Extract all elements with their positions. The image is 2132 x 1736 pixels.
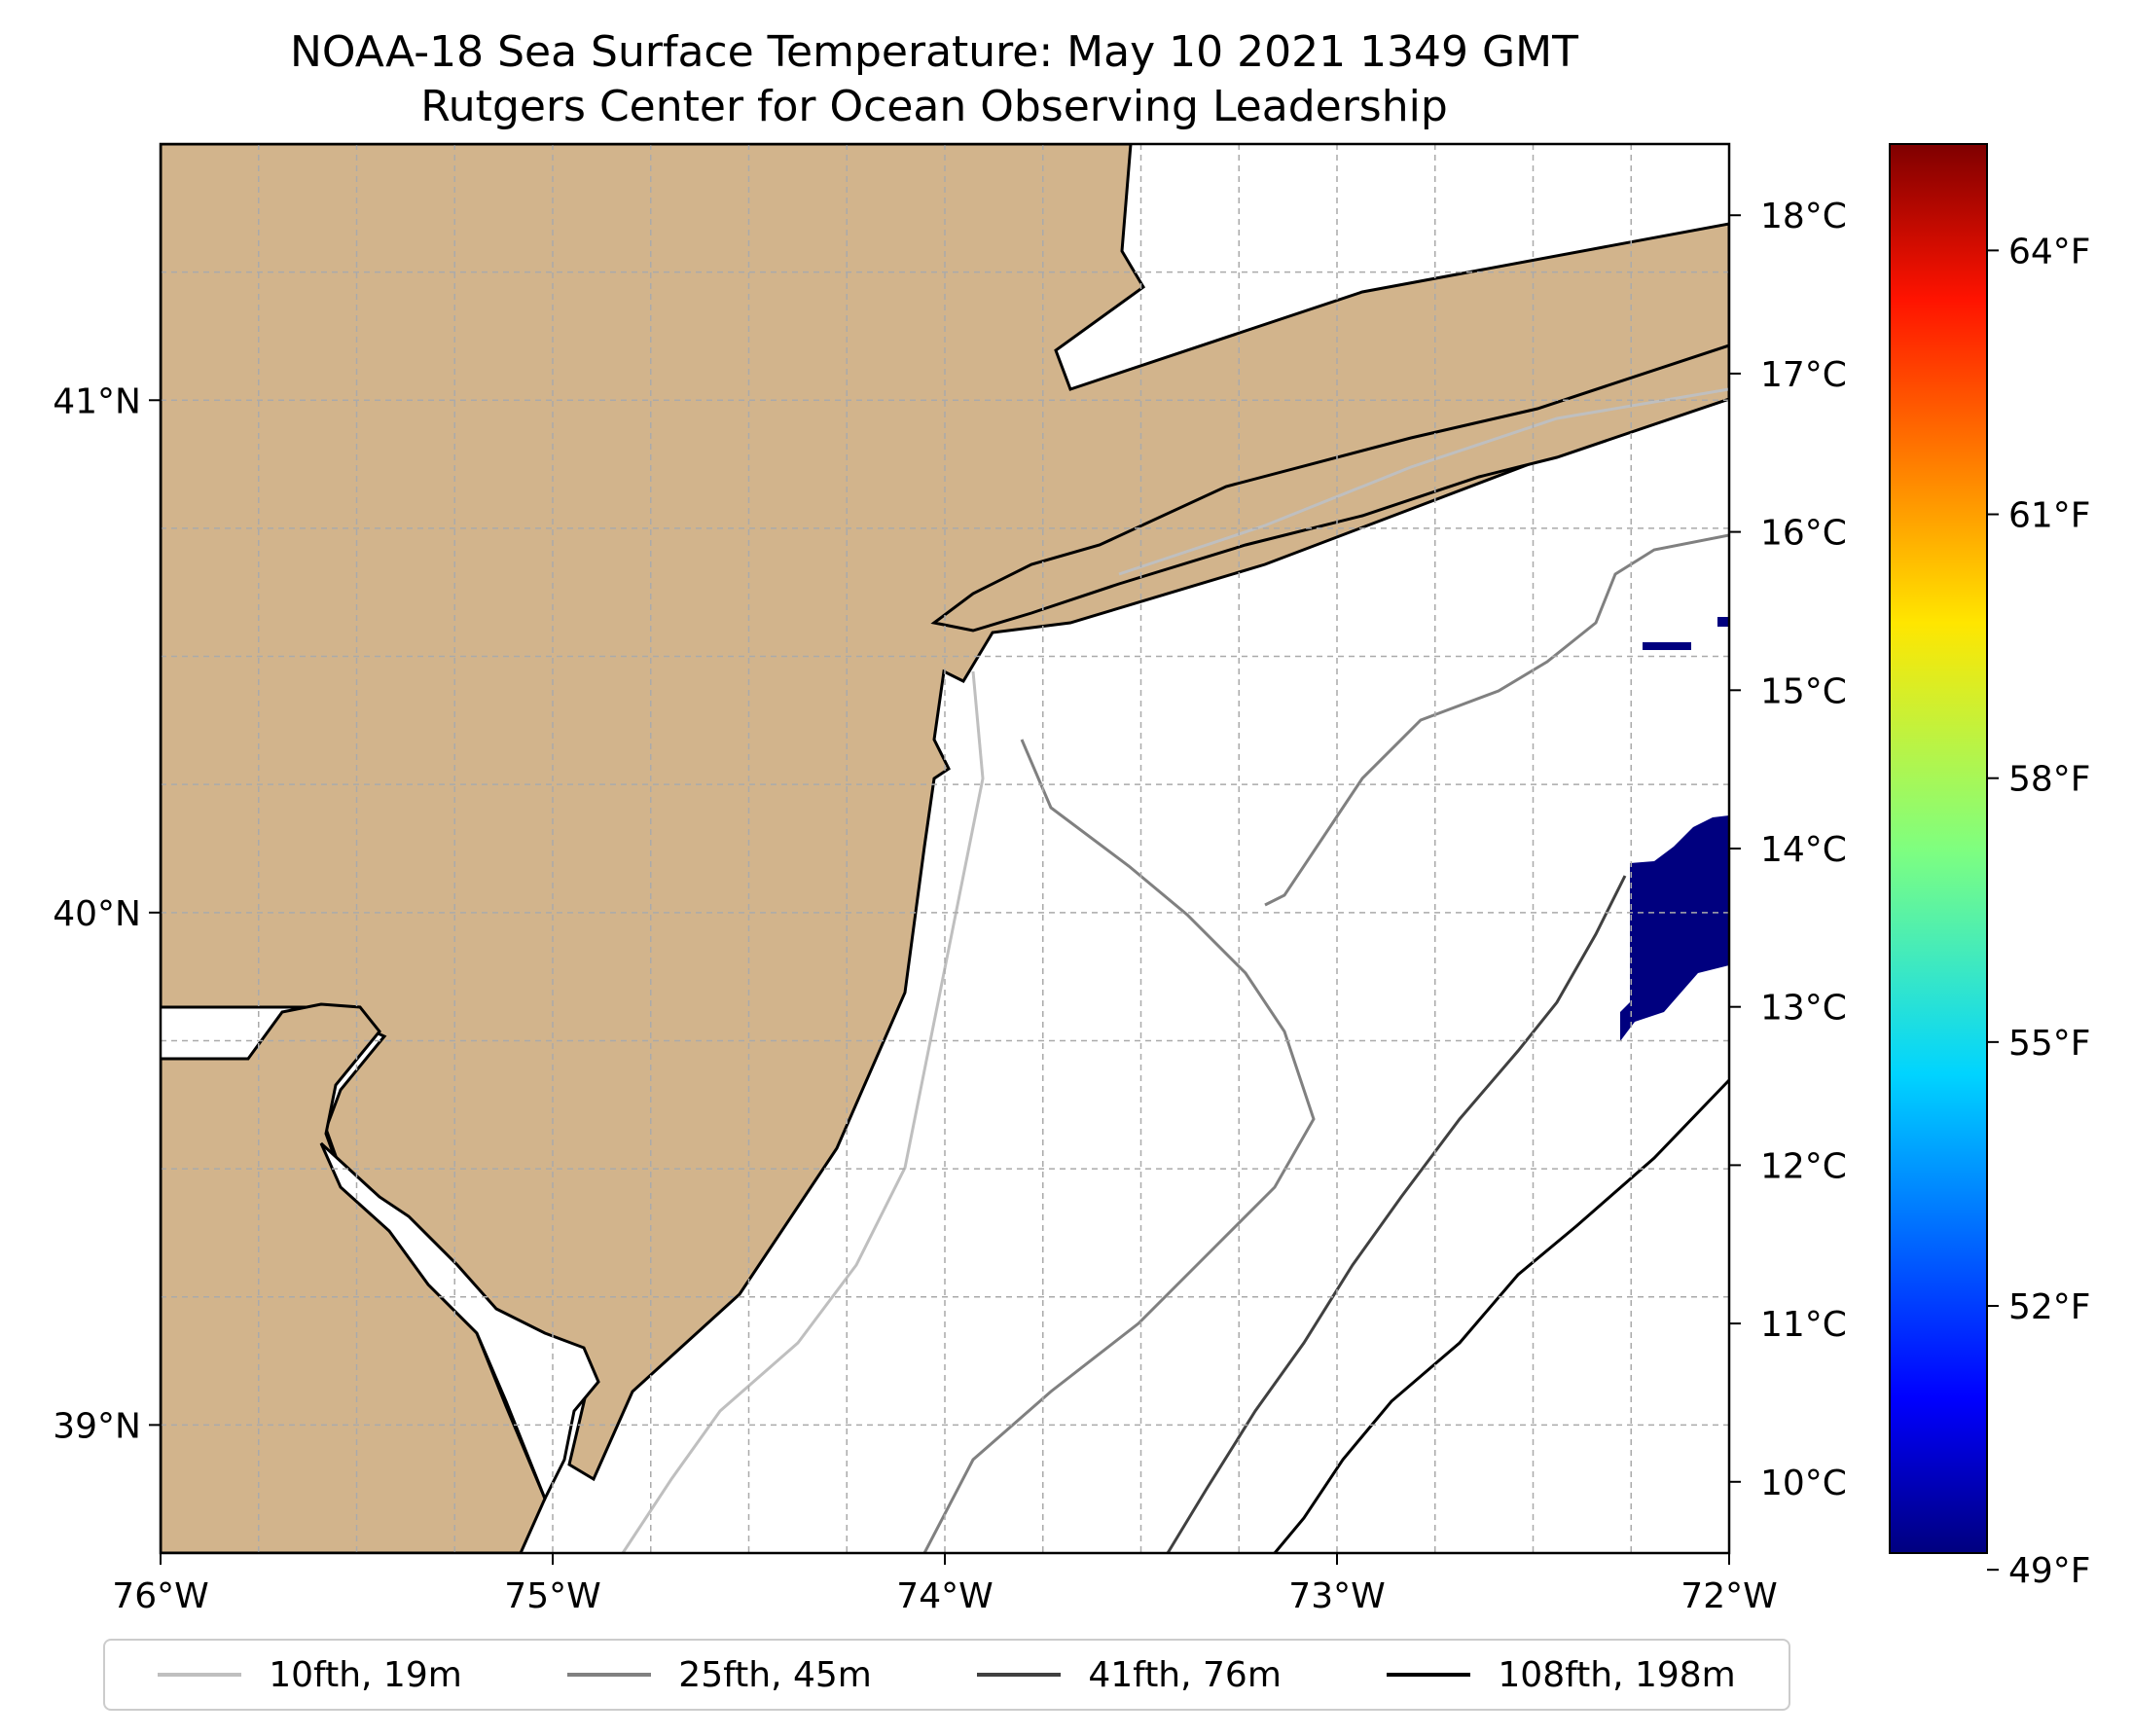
celsius-tick-label: 12°C [1760,1146,1847,1186]
delaware-bay [319,1141,600,1502]
lat-tick-label: 40°N [53,894,141,934]
sst-pixels-small [1643,642,1691,650]
fahrenheit-tick-label: 55°F [2008,1024,2091,1064]
celsius-tick-label: 14°C [1760,830,1847,870]
lon-tick-label: 72°W [1680,1576,1777,1616]
fahrenheit-tick-label: 58°F [2008,760,2091,800]
contour-25fth [922,739,1316,1553]
legend-item: 25fth, 45m [567,1655,872,1695]
sst-pixels-main [1620,815,1729,1041]
legend-item: 41fth, 76m [977,1655,1282,1695]
contour-41fth [1166,875,1627,1553]
lon-tick-label: 74°W [896,1576,993,1616]
legend-swatch [567,1673,652,1677]
celsius-tick-label: 15°C [1760,671,1847,711]
lat-tick-label: 39°N [53,1406,141,1446]
contour-25fth-shelf [1264,533,1729,907]
fahrenheit-tick-label: 64°F [2008,232,2091,271]
fahrenheit-tick-label: 52°F [2008,1287,2091,1327]
legend-label: 108fth, 198m [1498,1654,1736,1695]
lon-tick-label: 75°W [504,1576,600,1616]
lat-tick-label: 41°N [53,381,141,421]
lon-tick-label: 76°W [112,1576,208,1616]
colorbar-fahrenheit-axis: 64°F 61°F 58°F 55°F 52°F 49°F [1987,232,2091,1591]
celsius-tick-label: 13°C [1760,989,1847,1029]
fahrenheit-tick-label: 49°F [2008,1551,2091,1591]
colorbar [1889,143,1988,1554]
colorbar-celsius-axis: 18°C 17°C 16°C 15°C 14°C 13°C 12°C 11°C 10°C [1729,197,1847,1503]
contour-legend: 10fth, 19m 25fth, 45m 41fth, 76m 108fth,… [103,1639,1790,1711]
legend-swatch [1387,1673,1471,1677]
contour-10fth-north [1118,387,1729,576]
contour-108fth [1273,1078,1729,1553]
latitude-axis: 41°N 40°N 39°N [53,381,161,1446]
map-subtitle: Rutgers Center for Ocean Observing Leade… [420,82,1448,131]
legend-item: 10fth, 19m [158,1655,462,1695]
map-title: NOAA-18 Sea Surface Temperature: May 10 … [290,27,1578,77]
celsius-tick-label: 16°C [1760,514,1847,554]
celsius-tick-label: 10°C [1760,1464,1847,1503]
legend-item: 108fth, 198m [1387,1654,1736,1695]
fahrenheit-tick-label: 61°F [2008,496,2091,536]
contour-10fth [621,670,985,1553]
celsius-tick-label: 18°C [1760,197,1847,236]
legend-swatch [158,1673,242,1677]
celsius-tick-label: 17°C [1760,355,1847,395]
legend-label: 10fth, 19m [269,1654,462,1695]
longitude-axis: 76°W 75°W 74°W 73°W 72°W [112,1553,1778,1616]
lon-tick-label: 73°W [1288,1576,1385,1616]
legend-label: 25fth, 45m [678,1654,872,1695]
legend-swatch [977,1673,1062,1677]
legend-label: 41fth, 76m [1088,1654,1282,1695]
sst-pixels-edge [1717,617,1729,627]
celsius-tick-label: 11°C [1760,1305,1847,1345]
land-long-island [930,344,1729,633]
